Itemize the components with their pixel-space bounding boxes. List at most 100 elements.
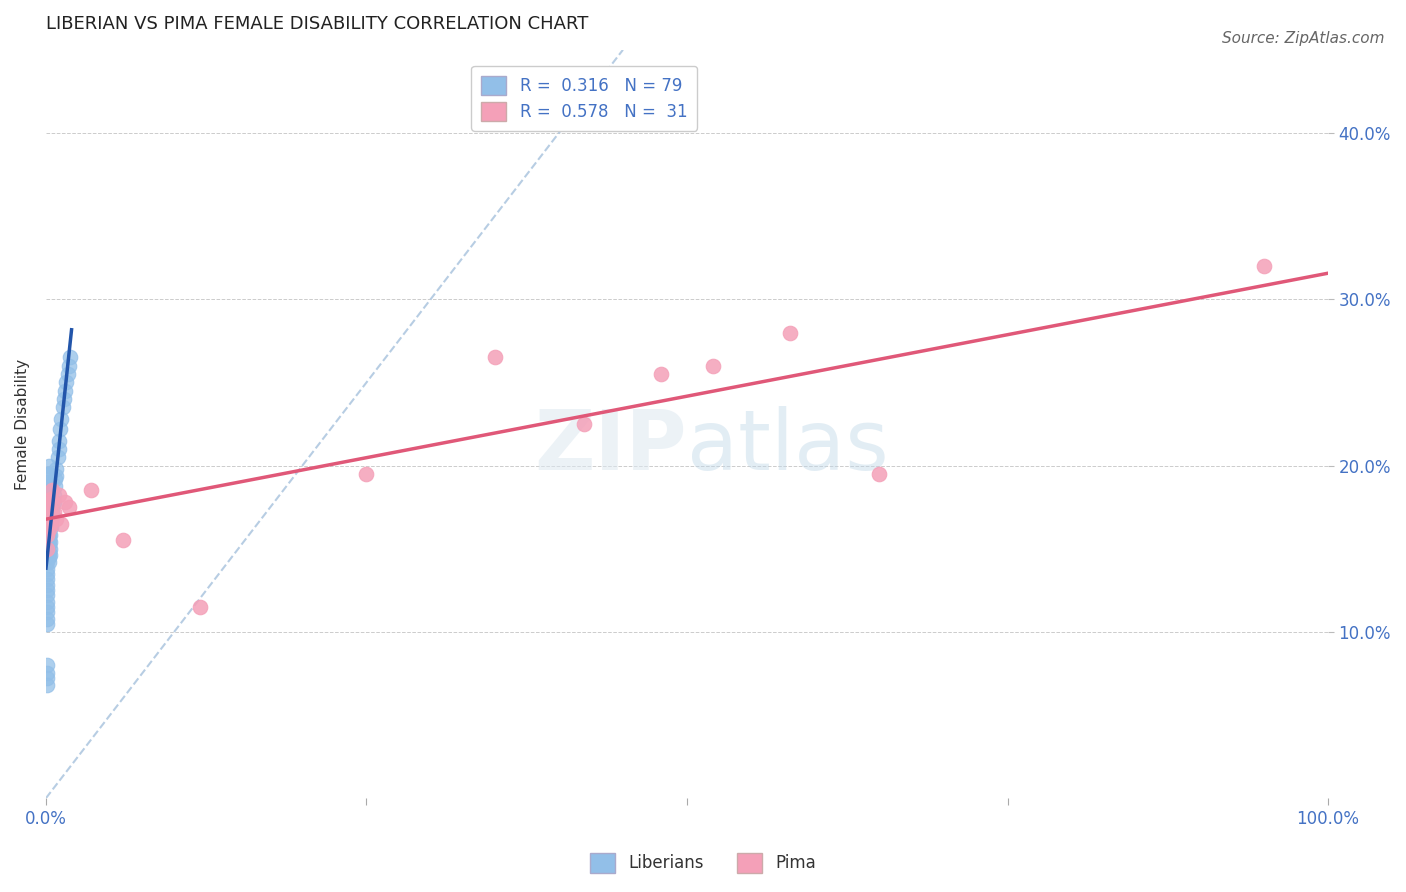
Point [41,508,63,523]
Point [37,616,59,631]
Point [188,599,211,614]
Point [37,599,59,614]
Point [38,535,60,549]
Point [38,500,60,515]
Text: ZIP: ZIP [534,406,688,487]
Point [39,503,62,517]
Point [37,520,59,534]
Point [37,678,59,692]
Point [37,666,59,681]
Point [46,450,69,465]
Point [37,505,59,519]
Point [53,384,76,398]
Point [111,533,134,548]
Point [48,442,70,456]
Point [39,513,62,527]
Point [39,520,62,534]
Point [37,658,59,673]
Point [37,595,59,609]
Point [702,359,724,373]
Point [41,483,63,498]
Point [37,578,59,592]
Point [356,467,378,481]
Point [51,412,73,426]
Point [48,488,70,502]
Point [39,491,62,506]
Point [58,359,80,373]
Point [38,533,60,548]
Point [39,500,62,515]
Point [37,549,59,564]
Y-axis label: Female Disability: Female Disability [15,359,30,490]
Point [37,528,59,542]
Point [38,516,60,531]
Point [38,505,60,519]
Point [58,500,80,515]
Point [37,524,59,539]
Point [37,572,59,586]
Point [38,508,60,523]
Point [37,533,59,548]
Point [59,351,82,365]
Point [37,488,59,502]
Point [37,516,59,531]
Point [38,467,60,481]
Point [45,468,67,483]
Point [38,528,60,542]
Point [44,472,66,486]
Point [52,401,75,415]
Text: Source: ZipAtlas.com: Source: ZipAtlas.com [1222,31,1385,46]
Text: LIBERIAN VS PIMA FEMALE DISABILITY CORRELATION CHART: LIBERIAN VS PIMA FEMALE DISABILITY CORRE… [46,15,588,33]
Point [53,495,76,509]
Point [38,483,60,498]
Point [37,495,59,509]
Point [37,528,59,542]
Point [38,513,60,527]
Point [42,488,65,502]
Point [37,566,59,581]
Point [44,478,66,492]
Point [37,475,59,490]
Legend: Liberians, Pima: Liberians, Pima [583,847,823,880]
Point [484,351,506,365]
Point [37,545,59,559]
Point [38,545,60,559]
Point [56,367,79,381]
Point [42,495,65,509]
Point [49,422,72,436]
Legend: R =  0.316   N = 79, R =  0.578   N =  31: R = 0.316 N = 79, R = 0.578 N = 31 [471,66,697,131]
Point [37,583,59,598]
Point [51,516,73,531]
Point [38,478,60,492]
Point [48,434,70,448]
Point [37,605,59,619]
Point [868,467,890,481]
Point [574,417,596,431]
Point [37,516,59,531]
Point [37,495,59,509]
Point [42,505,65,519]
Point [38,538,60,552]
Point [38,555,60,569]
Point [37,611,59,625]
Point [38,512,60,526]
Point [38,520,60,534]
Point [38,549,60,564]
Point [1253,259,1275,273]
Point [38,512,60,526]
Point [37,541,59,556]
Point [779,326,801,340]
Point [38,516,60,531]
Point [37,538,59,552]
Point [45,512,67,526]
Point [38,549,60,563]
Text: atlas: atlas [688,406,889,487]
Point [38,508,60,523]
Point [41,495,63,509]
Point [37,512,59,526]
Point [52,392,75,406]
Point [37,672,59,686]
Point [37,505,59,519]
Point [650,367,672,381]
Point [38,522,60,536]
